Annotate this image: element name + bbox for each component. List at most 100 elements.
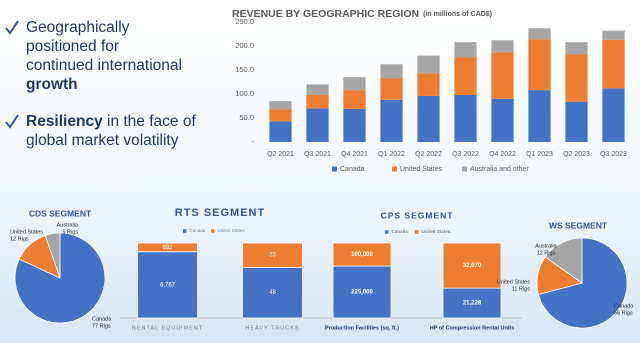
legend-label: Australia and other bbox=[470, 166, 529, 173]
legend-label: Canada bbox=[190, 228, 206, 233]
x-tick-label: Q2 2022 bbox=[415, 151, 442, 158]
pie-slice bbox=[44, 232, 61, 279]
bullet-text: growth bbox=[26, 76, 78, 93]
bar-segment bbox=[306, 94, 329, 109]
bar-segment bbox=[454, 57, 477, 95]
bar-segment bbox=[528, 90, 551, 142]
slice-value-label: 77 Rigs bbox=[92, 323, 111, 329]
slice-value-label: 5 Rigs bbox=[62, 229, 78, 235]
chart-title: CPS SEGMENT bbox=[381, 210, 454, 220]
bar-segment bbox=[380, 78, 403, 100]
slice-label: Canada bbox=[92, 316, 112, 322]
legend-label: United States bbox=[400, 166, 443, 173]
bar-segment bbox=[242, 242, 303, 268]
value-label: 21,228 bbox=[463, 301, 482, 307]
text-run: in the face of bbox=[103, 113, 197, 130]
bar-segment bbox=[269, 101, 292, 110]
bar-segment bbox=[442, 242, 502, 289]
x-tick-label: Q3 2021 bbox=[304, 151, 331, 158]
bar-segment bbox=[491, 52, 514, 99]
legend-swatch bbox=[385, 230, 389, 234]
x-tick-label: RENTAL EQUIPMENT bbox=[132, 325, 203, 331]
value-label: 225,000 bbox=[351, 290, 373, 296]
bar-segment bbox=[343, 108, 366, 142]
text-run: Resiliency bbox=[26, 113, 103, 130]
chart-title: CDS SEGMENT bbox=[29, 208, 92, 218]
x-tick-label: Q2 2021 bbox=[267, 151, 294, 158]
text-run: growth bbox=[26, 76, 78, 93]
slice-value-label: 56 Rigs bbox=[614, 310, 633, 316]
legend-label: United States bbox=[218, 228, 246, 233]
check-icon bbox=[5, 20, 19, 35]
y-tick-label: 150.0 bbox=[235, 65, 254, 74]
text-run: global market volatility bbox=[26, 132, 179, 149]
bar-segment bbox=[343, 90, 366, 109]
chart-title: WS SEGMENT bbox=[549, 220, 608, 230]
y-tick-label: 100.0 bbox=[235, 89, 254, 98]
bar-segment bbox=[343, 77, 366, 91]
bar-segment bbox=[491, 40, 514, 53]
value-label: 100,000 bbox=[351, 252, 373, 258]
bullet-text: positioned for bbox=[26, 38, 119, 55]
value-label: 23 bbox=[269, 253, 276, 259]
x-tick-label: Q2 2023 bbox=[563, 151, 590, 158]
bar-segment bbox=[602, 30, 625, 40]
bar-segment bbox=[454, 94, 477, 142]
pie-slice bbox=[538, 237, 628, 329]
x-tick-label: HP of Compression Rental Units bbox=[430, 325, 515, 331]
bar-segment bbox=[491, 98, 514, 142]
x-tick-label: Q3 2023 bbox=[600, 151, 627, 158]
bar-segment bbox=[565, 42, 588, 55]
value-label: 892 bbox=[162, 245, 173, 251]
y-tick-label: 200.0 bbox=[235, 41, 254, 50]
value-label: 32,070 bbox=[463, 263, 482, 269]
legend-swatch bbox=[211, 229, 215, 233]
bullet-text: global market volatility bbox=[26, 132, 179, 149]
text-run: positioned for bbox=[26, 38, 119, 55]
bar-segment bbox=[417, 95, 440, 142]
x-tick-label: Q3 2022 bbox=[452, 151, 479, 158]
bar-segment bbox=[269, 109, 292, 122]
legend-swatch bbox=[462, 166, 467, 172]
chart-title: RTS SEGMENT bbox=[175, 207, 265, 219]
x-tick-label: Q4 2022 bbox=[489, 151, 516, 158]
slice-label: Australia bbox=[57, 222, 79, 228]
slice-value-label: 11 Rigs bbox=[512, 286, 530, 292]
slice-value-label: 12 Rigs bbox=[537, 250, 556, 256]
chart-subtitle: (in millions of CAD$) bbox=[423, 11, 492, 18]
bar-segment bbox=[306, 84, 329, 95]
chart-title: REVENUE BY GEOGRAPHIC REGION bbox=[232, 8, 419, 20]
slice-label: United States bbox=[497, 279, 530, 285]
x-tick-label: Q4 2021 bbox=[341, 151, 368, 158]
slice-value-label: 12 Rigs bbox=[10, 236, 29, 242]
pie-slice bbox=[544, 237, 583, 284]
bar-segment bbox=[380, 99, 403, 142]
bar-segment bbox=[565, 101, 588, 142]
legend-label: Canada bbox=[340, 166, 365, 173]
x-tick-label: HEAVY TRUCKS bbox=[245, 325, 299, 331]
bar-segment bbox=[269, 121, 292, 142]
y-tick-label: - bbox=[252, 137, 255, 146]
slice-label: Canada bbox=[614, 303, 634, 309]
x-tick-label: Q1 2023 bbox=[526, 151, 553, 158]
bar-segment bbox=[137, 242, 198, 253]
value-label: 6,767 bbox=[160, 282, 176, 288]
bar-segment bbox=[380, 64, 403, 79]
bar-segment bbox=[602, 39, 625, 89]
bar-segment bbox=[137, 251, 198, 319]
text-run: Geographically bbox=[26, 19, 130, 36]
bar-segment bbox=[528, 39, 551, 91]
bar-segment bbox=[565, 54, 588, 102]
bullet-text: continued international bbox=[26, 57, 182, 74]
bullet-text: Geographically bbox=[26, 19, 130, 36]
bar-segment bbox=[332, 242, 392, 267]
x-tick-label: Q1 2022 bbox=[378, 151, 405, 158]
bar-segment bbox=[417, 55, 440, 74]
bar-segment bbox=[528, 28, 551, 40]
slice-label: Australia bbox=[535, 243, 557, 249]
legend-swatch bbox=[183, 229, 187, 233]
y-tick-label: 50.0 bbox=[239, 113, 254, 122]
value-label: 48 bbox=[269, 290, 276, 296]
